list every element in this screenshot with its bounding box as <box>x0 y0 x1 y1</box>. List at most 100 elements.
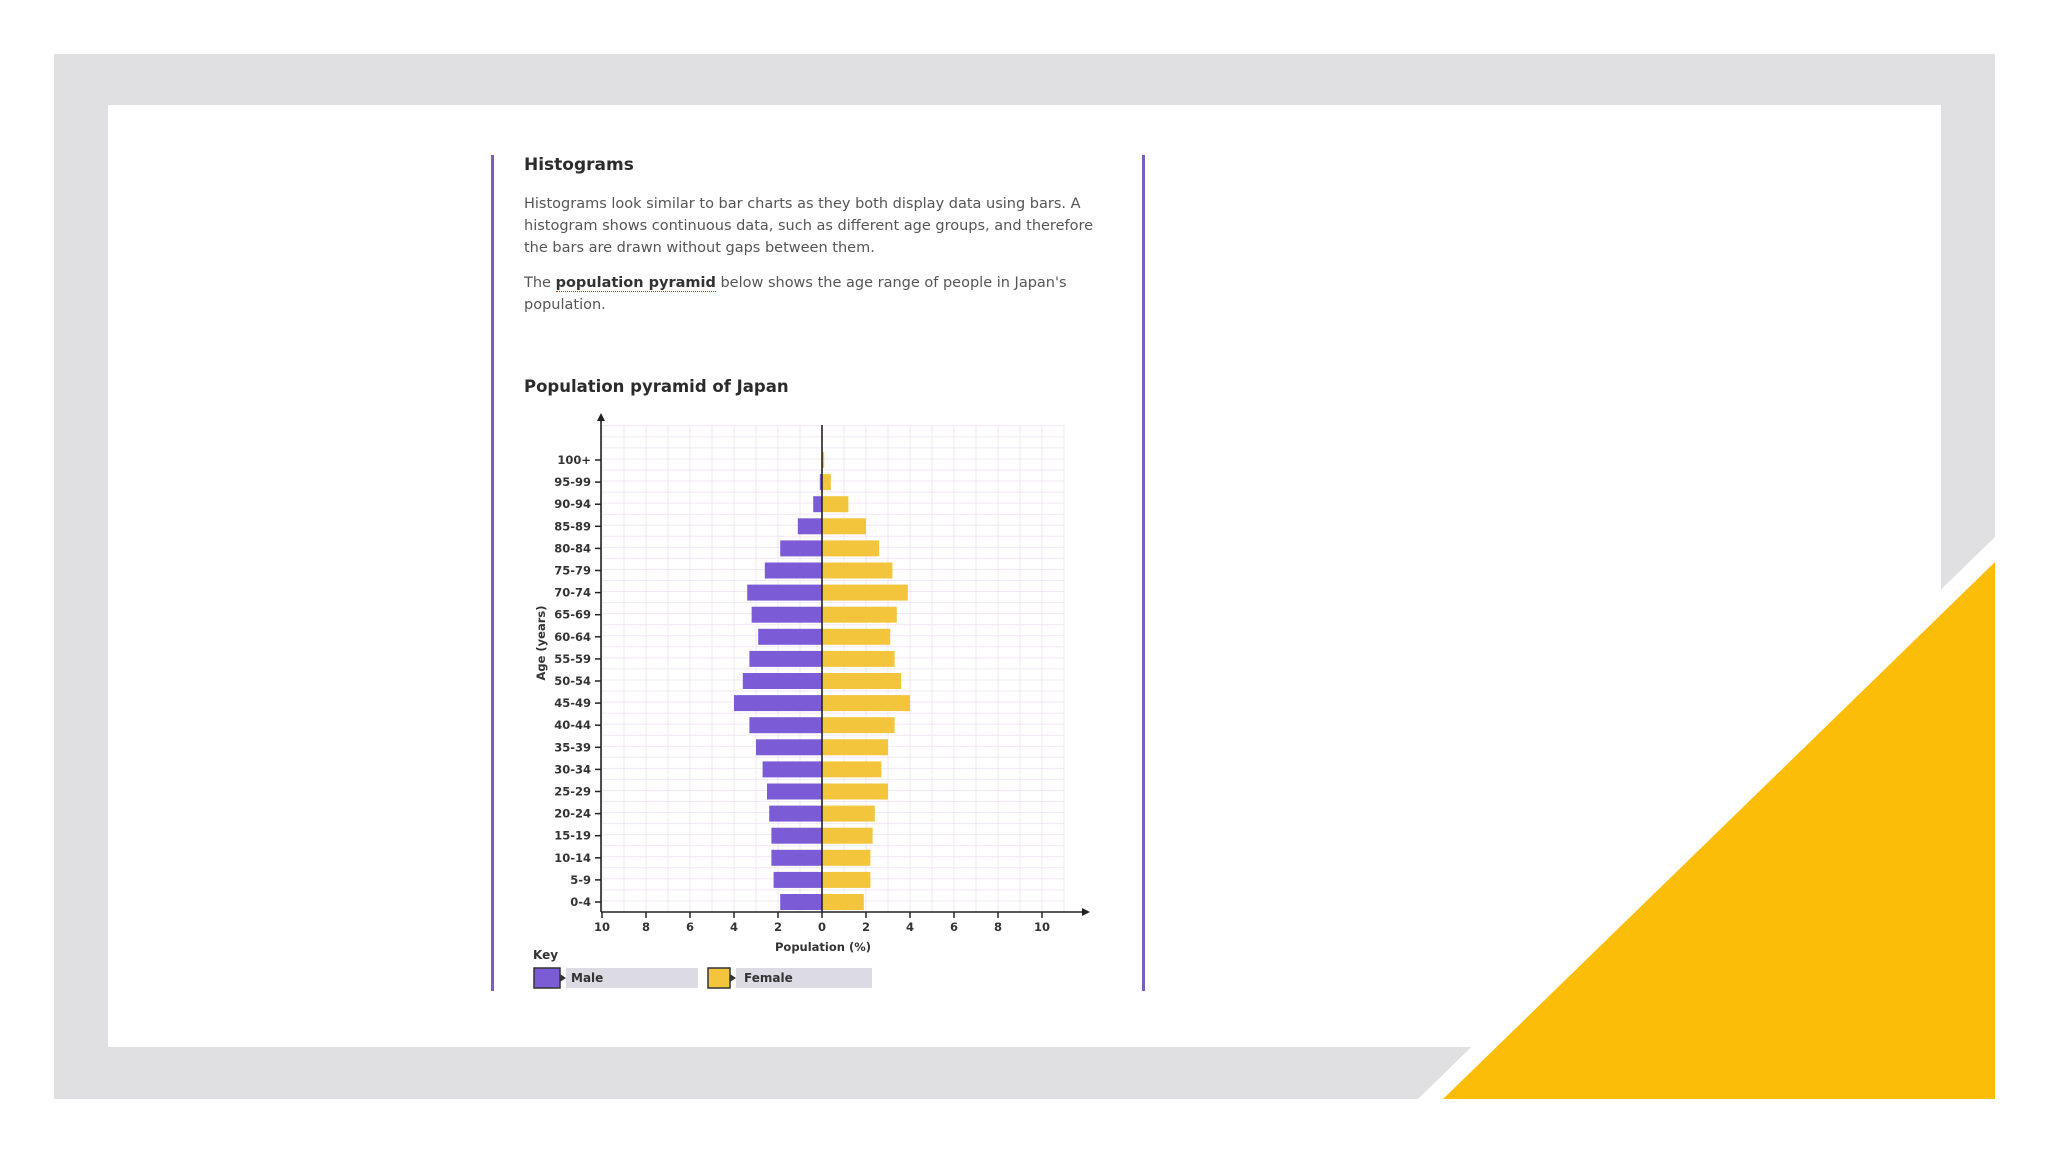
chart-axes <box>595 413 1090 918</box>
x-tick-label: 0 <box>818 920 826 934</box>
male-bar <box>819 474 822 491</box>
accent-triangle <box>1443 562 1995 1099</box>
male-bar <box>813 496 822 513</box>
male-bar <box>758 628 822 645</box>
female-bar <box>822 518 866 535</box>
key-female: Female <box>707 967 872 989</box>
y-tick-label: 15-19 <box>554 829 591 843</box>
male-bar <box>749 717 822 734</box>
female-bar <box>822 562 893 579</box>
pyramid-intro-end: below shows the age range of people in J… <box>524 275 1067 313</box>
male-bar <box>769 805 822 822</box>
female-bar <box>822 496 849 513</box>
x-tick-label: 2 <box>774 920 782 934</box>
male-bar <box>747 584 822 601</box>
x-tick-label: 6 <box>686 920 694 934</box>
y-tick-label: 0-4 <box>570 895 591 909</box>
male-bar <box>773 871 822 888</box>
male-key-box <box>566 968 698 988</box>
y-tick-label: 95-99 <box>554 475 591 489</box>
y-tick-label: 80-84 <box>554 541 591 555</box>
y-tick-label: 55-59 <box>554 652 591 666</box>
y-tick-label: 75-79 <box>554 564 591 578</box>
y-tick-label: 100+ <box>557 453 591 467</box>
x-tick-label: 10 <box>594 920 610 934</box>
histogram-description: Histograms look similar to bar charts as… <box>524 196 1094 256</box>
y-tick-label: 60-64 <box>554 630 591 644</box>
y-tick-label: 45-49 <box>554 696 591 710</box>
female-bar <box>822 673 902 689</box>
x-tick-label: 10 <box>1034 920 1050 934</box>
y-tick-label: 90-94 <box>554 497 591 511</box>
male-bar <box>734 695 822 712</box>
x-tick-label: 2 <box>862 920 870 934</box>
male-swatch-arrow <box>560 974 566 982</box>
key-title: Key <box>533 948 558 962</box>
female-bar <box>822 871 871 888</box>
x-tick-label: 8 <box>642 920 650 934</box>
y-tick-label: 25-29 <box>554 785 591 799</box>
male-bar <box>797 518 822 535</box>
x-tick-label: 8 <box>994 920 1002 934</box>
card-heading: Histograms <box>524 155 634 175</box>
x-tick-labels: 10 8 6 4 2 0 2 4 6 8 10 <box>594 920 1050 934</box>
y-tick-label: 10-14 <box>554 851 591 865</box>
female-bar <box>822 783 888 800</box>
female-bar <box>822 805 875 822</box>
female-bar <box>822 894 864 910</box>
y-axis-arrow <box>597 413 605 421</box>
x-tick-label: 4 <box>730 920 738 934</box>
male-bar <box>742 673 822 689</box>
population-pyramid-link[interactable]: population pyramid <box>555 275 716 292</box>
male-bar <box>749 650 822 667</box>
female-swatch-arrow <box>730 974 736 982</box>
y-axis-title: Age (years) <box>534 605 548 680</box>
chart-title: Population pyramid of Japan <box>524 377 789 396</box>
male-bar <box>780 540 822 557</box>
x-axis-arrow <box>1082 908 1090 916</box>
female-bar <box>822 827 873 844</box>
female-bar <box>822 584 908 601</box>
female-bar <box>822 717 895 734</box>
male-bar <box>771 849 822 866</box>
x-tick-label: 4 <box>906 920 914 934</box>
male-bar <box>764 562 822 579</box>
female-key-box <box>736 968 872 988</box>
female-bar <box>822 695 910 712</box>
y-tick-label: 35-39 <box>554 740 591 754</box>
female-swatch <box>707 967 731 989</box>
key-male: Male <box>533 967 698 989</box>
y-tick-label: 30-34 <box>554 762 591 776</box>
female-bar <box>822 739 888 756</box>
female-key-label: Female <box>744 971 793 985</box>
female-bar <box>822 540 880 557</box>
chart-bars <box>734 452 910 910</box>
female-bar <box>822 474 831 491</box>
y-tick-label: 65-69 <box>554 608 591 622</box>
y-tick-label: 50-54 <box>554 674 591 688</box>
male-bar <box>780 894 822 910</box>
y-tick-label: 5-9 <box>570 873 591 887</box>
female-bar <box>822 849 871 866</box>
male-bar <box>767 783 822 800</box>
pyramid-intro-start: The <box>524 275 551 291</box>
female-bar <box>822 761 882 778</box>
y-tick-label: 40-44 <box>554 718 591 732</box>
pyramid-intro: The population pyramid below shows the a… <box>524 272 1109 316</box>
male-bar <box>751 606 822 623</box>
y-tick-label: 20-24 <box>554 807 591 821</box>
male-key-label: Male <box>571 971 603 985</box>
y-tick-label: 85-89 <box>554 519 591 533</box>
y-tick-label: 70-74 <box>554 586 591 600</box>
male-swatch <box>533 967 561 989</box>
female-bar <box>822 628 891 645</box>
y-tick-labels: 0-4 5-9 10-14 15-19 20-24 25-29 30-34 35-39 40-4… <box>554 453 591 909</box>
x-tick-label: 6 <box>950 920 958 934</box>
x-axis-title: Population (%) <box>775 940 871 954</box>
female-bar <box>822 452 825 468</box>
male-bar <box>756 739 822 756</box>
female-bar <box>822 650 895 667</box>
male-bar <box>771 827 822 844</box>
